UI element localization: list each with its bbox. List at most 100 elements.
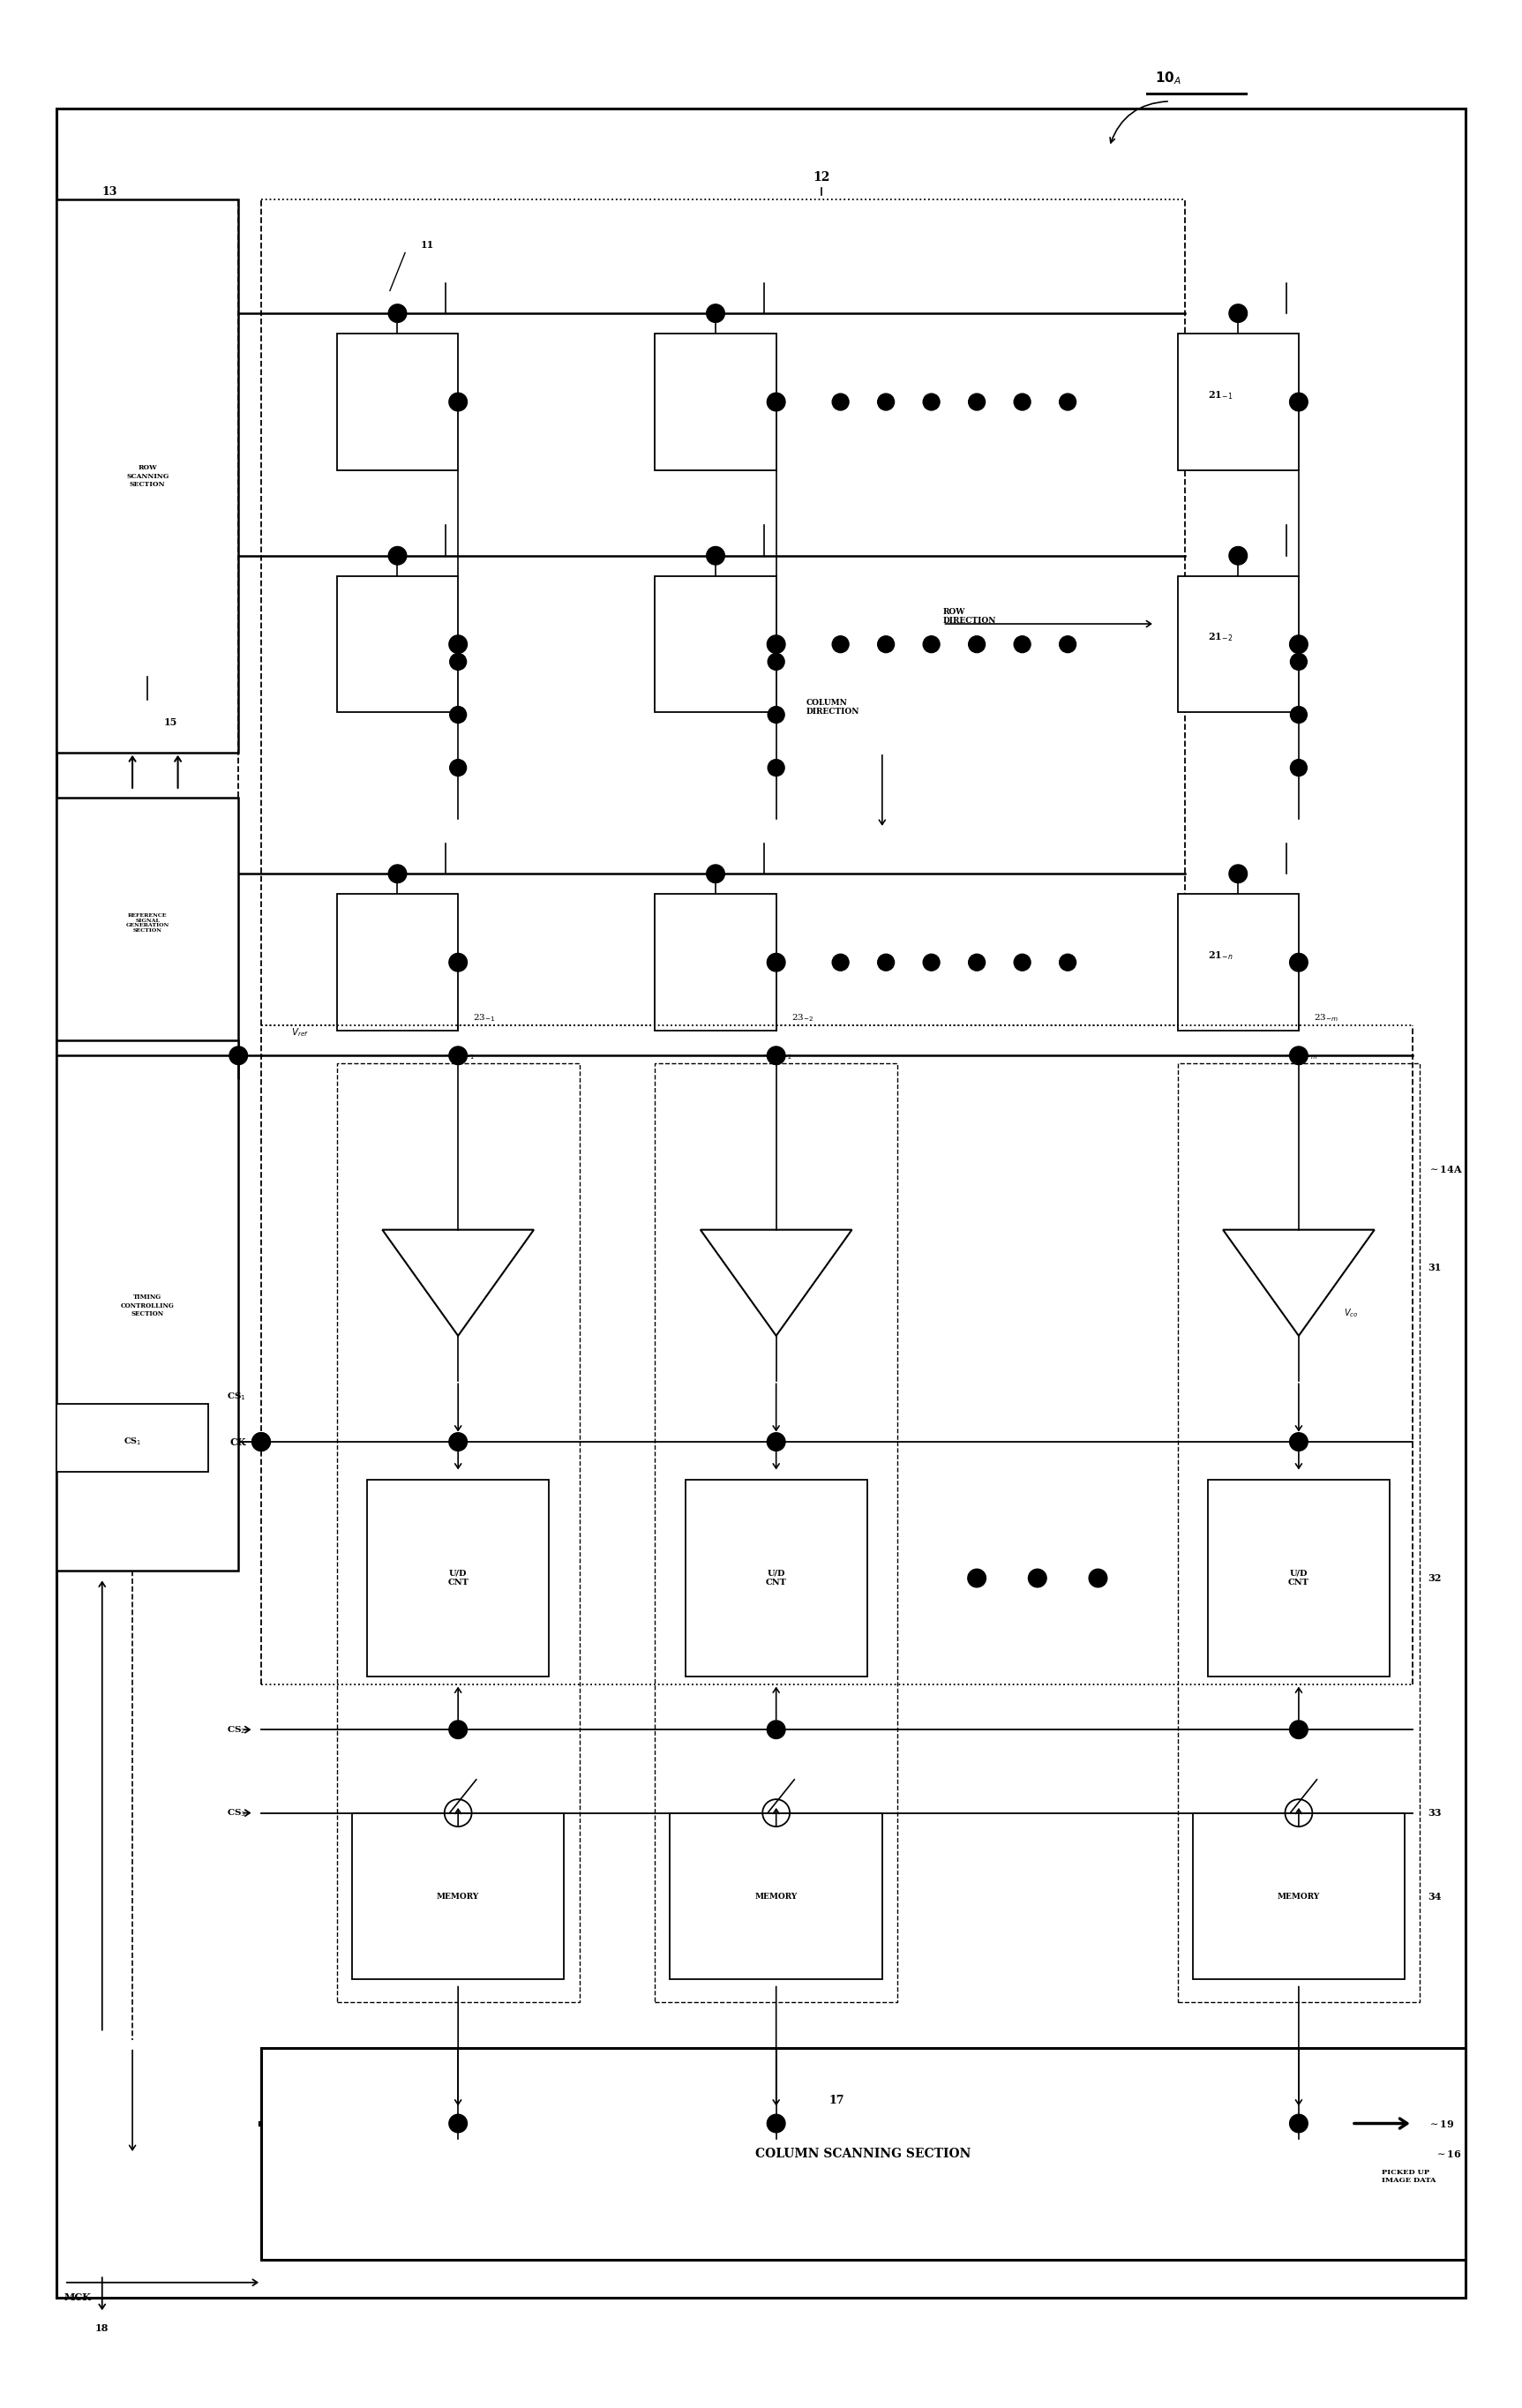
Bar	[654, 335, 776, 470]
Text: U/D
CNT: U/D CNT	[1288, 1570, 1309, 1587]
Text: ROW
DIRECTION: ROW DIRECTION	[942, 607, 995, 624]
Bar	[336, 1062, 580, 2003]
Circle shape	[706, 547, 724, 566]
Text: $\sim$22$_{-m}$: $\sim$22$_{-m}$	[1283, 1050, 1318, 1062]
Text: 11: 11	[420, 241, 434, 250]
Circle shape	[449, 1433, 467, 1452]
Text: $\mathbf{10}_A$: $\mathbf{10}_A$	[1155, 70, 1181, 87]
Circle shape	[833, 393, 849, 409]
Circle shape	[878, 393, 895, 409]
Circle shape	[767, 706, 784, 722]
Circle shape	[968, 636, 985, 653]
Text: CK: CK	[230, 1438, 247, 1447]
Circle shape	[388, 864, 406, 884]
Circle shape	[1291, 706, 1307, 722]
Bar	[367, 1479, 549, 1676]
Bar	[262, 2047, 1466, 2259]
Text: CS$_3$: CS$_3$	[227, 1808, 247, 1818]
Circle shape	[767, 636, 785, 653]
Text: $V_{co}$: $V_{co}$	[1344, 1308, 1359, 1320]
Circle shape	[1230, 864, 1247, 884]
Circle shape	[1230, 547, 1247, 566]
Circle shape	[388, 547, 406, 566]
Bar	[1208, 1479, 1390, 1676]
Circle shape	[449, 653, 466, 669]
Circle shape	[767, 759, 784, 775]
Circle shape	[767, 1047, 785, 1064]
Text: 18: 18	[96, 2324, 110, 2333]
Text: ROW
SCANNING
SECTION: ROW SCANNING SECTION	[126, 465, 169, 489]
Circle shape	[1289, 393, 1307, 412]
Circle shape	[449, 759, 466, 775]
Text: $\sim$16: $\sim$16	[1435, 2148, 1463, 2160]
Circle shape	[449, 393, 467, 412]
Circle shape	[878, 954, 895, 970]
Bar	[56, 797, 239, 1079]
Text: MEMORY: MEMORY	[755, 1893, 798, 1900]
Bar	[1178, 893, 1298, 1031]
Circle shape	[1029, 1570, 1047, 1587]
Circle shape	[253, 1433, 271, 1452]
Circle shape	[767, 954, 785, 970]
Circle shape	[1289, 954, 1307, 970]
Circle shape	[922, 636, 939, 653]
Circle shape	[706, 864, 724, 884]
Text: CS$_1$: CS$_1$	[227, 1392, 247, 1401]
Circle shape	[1289, 1722, 1307, 1739]
Circle shape	[449, 1722, 467, 1739]
Circle shape	[1014, 393, 1030, 409]
Text: 32: 32	[1428, 1572, 1441, 1582]
Text: CS$_2$: CS$_2$	[227, 1724, 247, 1736]
Circle shape	[968, 954, 985, 970]
Text: 13: 13	[102, 185, 117, 197]
Circle shape	[253, 1433, 271, 1452]
Circle shape	[449, 1047, 467, 1064]
Text: U/D
CNT: U/D CNT	[766, 1570, 787, 1587]
Text: $\sim$22$_{-2}$: $\sim$22$_{-2}$	[761, 1050, 793, 1062]
Circle shape	[833, 954, 849, 970]
Circle shape	[706, 303, 724, 323]
Circle shape	[767, 2114, 785, 2133]
Bar	[654, 1062, 898, 2003]
Circle shape	[449, 706, 466, 722]
Circle shape	[922, 393, 939, 409]
Text: U/D
CNT: U/D CNT	[447, 1570, 469, 1587]
Circle shape	[1291, 653, 1307, 669]
Circle shape	[767, 1433, 785, 1452]
Text: TIMING
CONTROLLING
SECTION: TIMING CONTROLLING SECTION	[120, 1293, 175, 1317]
Circle shape	[1059, 393, 1076, 409]
Circle shape	[449, 954, 467, 970]
Circle shape	[1014, 636, 1030, 653]
Circle shape	[230, 1047, 248, 1064]
Text: 21$_{-n}$: 21$_{-n}$	[1208, 949, 1233, 961]
Text: COLUMN
DIRECTION: COLUMN DIRECTION	[807, 698, 860, 715]
Bar	[654, 893, 776, 1031]
Bar	[56, 200, 239, 754]
Circle shape	[922, 954, 939, 970]
Circle shape	[878, 636, 895, 653]
Circle shape	[767, 1722, 785, 1739]
Circle shape	[1059, 636, 1076, 653]
Text: $\sim$22$_{-1}$: $\sim$22$_{-1}$	[443, 1050, 475, 1062]
Text: CS$_1$: CS$_1$	[123, 1435, 142, 1447]
Circle shape	[833, 636, 849, 653]
Text: REFERENCE
SIGNAL
GENERATION
SECTION: REFERENCE SIGNAL GENERATION SECTION	[126, 913, 169, 932]
Text: 21$_{-2}$: 21$_{-2}$	[1208, 631, 1233, 643]
Bar	[1178, 335, 1298, 470]
Circle shape	[968, 393, 985, 409]
Text: 23$_{-1}$: 23$_{-1}$	[473, 1011, 496, 1023]
Circle shape	[1230, 303, 1247, 323]
Circle shape	[1088, 1570, 1106, 1587]
Text: $\sim$14A: $\sim$14A	[1428, 1163, 1463, 1175]
Text: MEMORY: MEMORY	[437, 1893, 479, 1900]
Circle shape	[767, 653, 784, 669]
Text: 21$_{-1}$: 21$_{-1}$	[1208, 390, 1233, 402]
Text: 34: 34	[1428, 1890, 1441, 1900]
Bar	[56, 1404, 209, 1471]
Bar	[336, 335, 458, 470]
Bar	[685, 1479, 868, 1676]
Bar	[1178, 576, 1298, 713]
Text: COLUMN SCANNING SECTION: COLUMN SCANNING SECTION	[755, 2148, 971, 2160]
Bar	[352, 1813, 565, 1979]
Circle shape	[1289, 1047, 1307, 1064]
